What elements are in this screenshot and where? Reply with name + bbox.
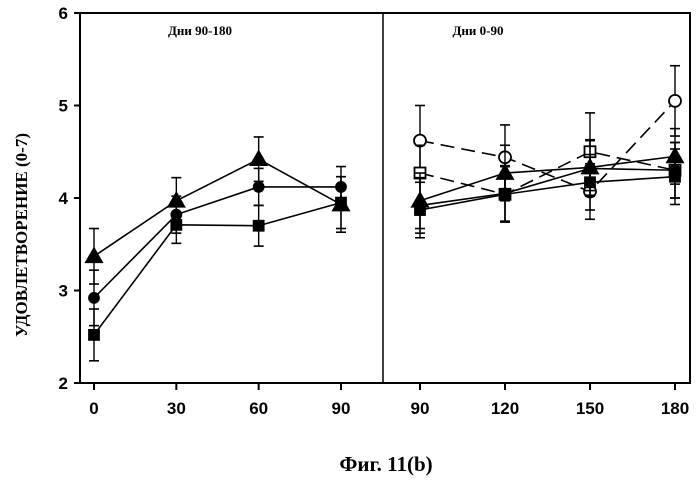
marker-triangle — [249, 149, 269, 167]
marker-square — [88, 328, 100, 341]
series-line — [419, 175, 676, 211]
series — [414, 139, 681, 234]
x-tick-label: 60 — [249, 399, 268, 418]
series-line — [419, 150, 676, 196]
series — [84, 136, 351, 285]
y-tick-label: 2 — [59, 374, 68, 393]
panel-title: Дни 0-90 — [452, 23, 503, 38]
y-tick-label: 5 — [59, 97, 68, 116]
x-tick-label: 180 — [661, 399, 689, 418]
series — [88, 175, 347, 362]
series — [413, 64, 682, 221]
panel-title: Дни 90-180 — [168, 23, 232, 38]
y-tick-label: 3 — [59, 282, 68, 301]
series-line — [93, 158, 342, 257]
marker-square — [499, 188, 511, 201]
series-line — [419, 100, 676, 193]
marker-circle — [668, 93, 682, 108]
chart-marks — [84, 64, 685, 362]
marker-square — [414, 204, 426, 216]
marker-square — [335, 196, 347, 209]
marker-triangle — [84, 246, 104, 264]
marker-circle — [88, 291, 100, 304]
marker-square — [584, 176, 596, 189]
x-tick-label: 90 — [411, 399, 430, 418]
y-tick-label: 4 — [59, 189, 69, 208]
series-line — [419, 167, 676, 207]
series — [413, 112, 682, 223]
x-tick-label: 30 — [167, 399, 186, 418]
series-line — [93, 201, 342, 336]
x-tick-label: 150 — [576, 399, 604, 418]
marker-circle — [252, 180, 265, 193]
x-tick-label: 120 — [491, 399, 519, 418]
y-tick-label: 6 — [59, 4, 68, 23]
series — [88, 165, 347, 327]
y-axis-label: УДОВЛЕТВОРЕНИЕ (0-7) — [12, 133, 31, 337]
series — [414, 148, 681, 239]
figure-caption: Фиг. 11(b) — [339, 452, 432, 476]
marker-square — [669, 170, 681, 183]
marker-square — [170, 218, 183, 231]
x-tick-label: 90 — [332, 399, 351, 418]
plot-border — [79, 12, 691, 384]
marker-square — [252, 219, 265, 232]
x-tick-label: 0 — [89, 399, 98, 418]
plot-frame: 2 3 4 5 6 Дни 90-180 0 30 60 90 Дни 0-90 90 120 150 18… — [59, 4, 691, 418]
series-line — [419, 155, 676, 202]
series-line — [93, 186, 341, 299]
